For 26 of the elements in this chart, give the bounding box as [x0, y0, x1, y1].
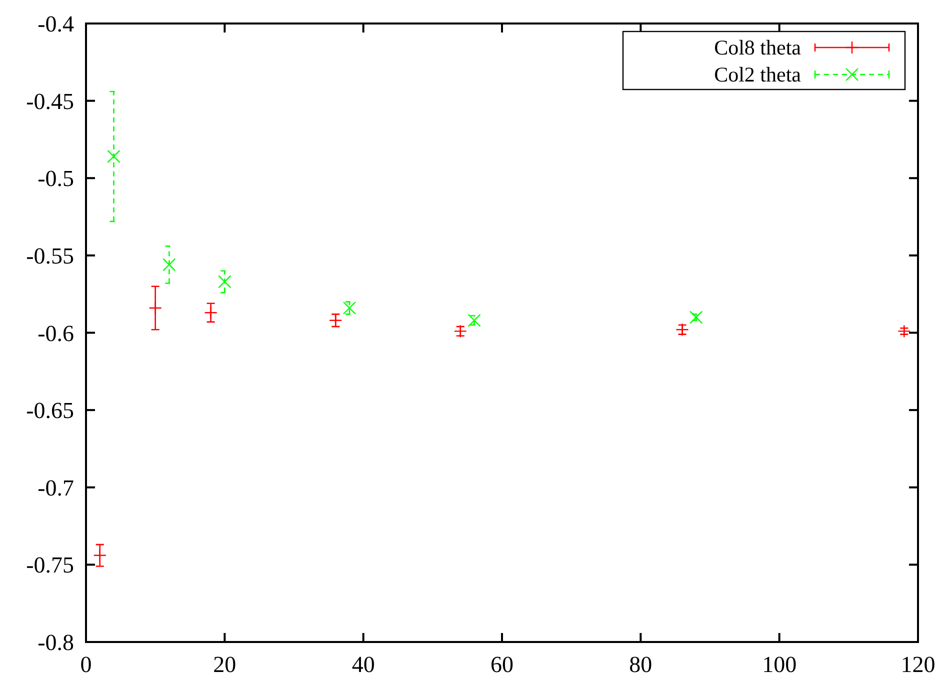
y-tick-label: -0.7: [38, 475, 74, 500]
point: [898, 324, 911, 338]
point: [204, 306, 218, 320]
x-tick-label: 80: [629, 652, 652, 677]
y-tick-label: -0.5: [38, 166, 74, 192]
x-tick-label: 20: [213, 652, 236, 677]
point: [93, 548, 106, 562]
point: [690, 310, 703, 324]
legend-label: Col8 theta: [714, 36, 802, 60]
x-tick-label: 120: [900, 652, 936, 677]
x-tick-label: 0: [80, 652, 92, 677]
point: [148, 301, 162, 315]
y-tick-label: -0.4: [38, 12, 74, 36]
x-tick-label: 60: [490, 652, 514, 677]
point: [162, 258, 176, 272]
y-tick-label: -0.8: [38, 630, 74, 655]
x-tick-label: 100: [762, 652, 797, 677]
y-tick-label: -0.45: [26, 88, 74, 114]
legend-label: Col2 theta: [714, 62, 802, 86]
y-tick-label: -0.65: [26, 398, 74, 424]
x-tick-label: 40: [352, 652, 375, 677]
point: [107, 150, 120, 164]
y-tick-label: -0.6: [38, 320, 74, 346]
y-tick-label: -0.75: [26, 552, 74, 578]
point: [218, 275, 232, 288]
y-tick-label: -0.55: [26, 243, 74, 268]
